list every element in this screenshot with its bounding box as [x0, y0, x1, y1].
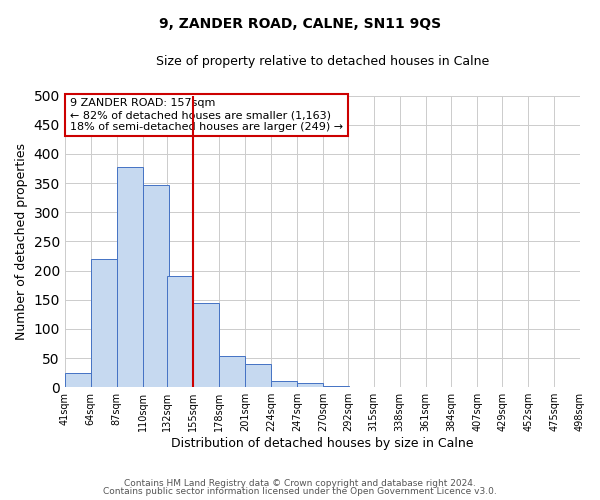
Bar — [400, 386, 425, 387]
Bar — [91, 259, 116, 387]
Text: Contains HM Land Registry data © Crown copyright and database right 2024.: Contains HM Land Registry data © Crown c… — [124, 478, 476, 488]
Text: Contains public sector information licensed under the Open Government Licence v3: Contains public sector information licen… — [103, 487, 497, 496]
Bar — [554, 386, 580, 387]
Bar — [193, 302, 219, 387]
Bar — [297, 383, 323, 387]
Bar — [323, 386, 349, 387]
Text: 9, ZANDER ROAD, CALNE, SN11 9QS: 9, ZANDER ROAD, CALNE, SN11 9QS — [159, 18, 441, 32]
Bar — [374, 386, 400, 387]
Y-axis label: Number of detached properties: Number of detached properties — [15, 143, 28, 340]
Bar — [116, 166, 143, 387]
Bar — [271, 381, 297, 387]
Bar — [65, 372, 91, 387]
Bar — [219, 356, 245, 387]
Bar — [245, 364, 271, 387]
Bar — [348, 386, 374, 387]
Bar — [143, 185, 169, 387]
Title: Size of property relative to detached houses in Calne: Size of property relative to detached ho… — [156, 55, 489, 68]
X-axis label: Distribution of detached houses by size in Calne: Distribution of detached houses by size … — [171, 437, 473, 450]
Text: 9 ZANDER ROAD: 157sqm
← 82% of detached houses are smaller (1,163)
18% of semi-d: 9 ZANDER ROAD: 157sqm ← 82% of detached … — [70, 98, 343, 132]
Bar — [167, 276, 193, 387]
